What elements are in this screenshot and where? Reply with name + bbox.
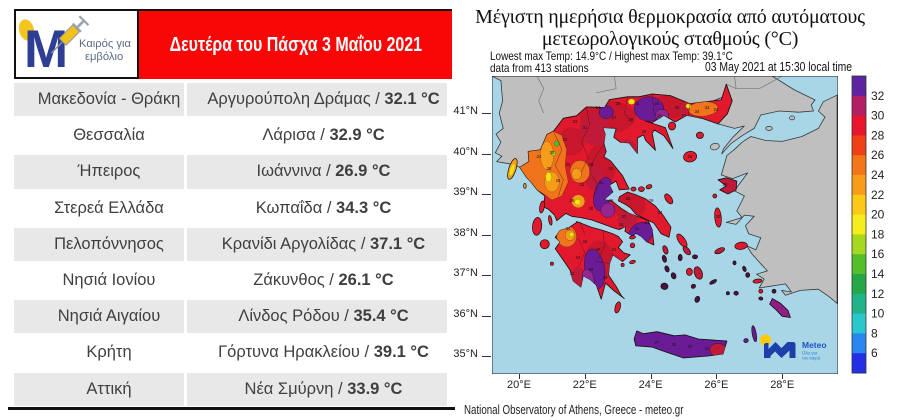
svg-text:26: 26 — [642, 129, 647, 134]
svg-text:28: 28 — [589, 206, 594, 211]
svg-text:33: 33 — [705, 105, 710, 110]
svg-text:34: 34 — [658, 210, 663, 215]
svg-text:6: 6 — [871, 346, 878, 360]
svg-text:εμβόλιο: εμβόλιο — [85, 51, 123, 63]
svg-text:34: 34 — [705, 346, 710, 351]
svg-text:Meteo: Meteo — [802, 340, 827, 350]
svg-text:τον καιρό: τον καιρό — [802, 356, 821, 361]
svg-text:16: 16 — [871, 247, 885, 261]
svg-text:18: 18 — [871, 227, 885, 241]
svg-text:33: 33 — [573, 119, 578, 124]
svg-text:33: 33 — [566, 162, 571, 167]
svg-text:32: 32 — [871, 89, 885, 103]
svg-text:24: 24 — [714, 107, 719, 112]
svg-text:27: 27 — [682, 113, 687, 118]
svg-text:24: 24 — [596, 105, 601, 110]
svg-text:12: 12 — [871, 287, 885, 301]
svg-text:M: M — [24, 20, 68, 77]
svg-text:26: 26 — [570, 198, 575, 203]
svg-text:30: 30 — [716, 214, 721, 219]
svg-text:33: 33 — [622, 214, 627, 219]
svg-text:29: 29 — [649, 198, 654, 203]
svg-text:26: 26 — [672, 342, 677, 347]
svg-text:Όλα για: Όλα για — [801, 351, 817, 356]
svg-text:28: 28 — [596, 247, 601, 252]
svg-text:31: 31 — [635, 226, 640, 231]
svg-text:24: 24 — [619, 222, 624, 227]
svg-text:24: 24 — [871, 168, 885, 182]
svg-text:30: 30 — [550, 150, 555, 155]
svg-text:31: 31 — [580, 182, 585, 187]
svg-text:20: 20 — [871, 208, 885, 222]
svg-text:24: 24 — [645, 220, 650, 225]
svg-text:30: 30 — [871, 109, 885, 123]
svg-text:28: 28 — [871, 128, 885, 142]
svg-text:34: 34 — [576, 255, 581, 260]
svg-text:33: 33 — [626, 196, 631, 201]
svg-text:24: 24 — [537, 154, 542, 159]
svg-text:29: 29 — [629, 117, 634, 122]
svg-text:28: 28 — [547, 166, 552, 171]
svg-text:31: 31 — [658, 113, 663, 118]
svg-text:28: 28 — [723, 182, 728, 187]
svg-text:34: 34 — [566, 226, 571, 231]
svg-text:33: 33 — [635, 101, 640, 106]
svg-text:27: 27 — [655, 340, 660, 345]
svg-text:8: 8 — [871, 326, 878, 340]
svg-text:26: 26 — [583, 239, 588, 244]
svg-text:34: 34 — [688, 344, 693, 349]
svg-text:31: 31 — [599, 180, 604, 185]
svg-text:24: 24 — [609, 166, 614, 171]
svg-text:26: 26 — [871, 148, 885, 162]
svg-text:31: 31 — [612, 247, 617, 252]
svg-text:26: 26 — [688, 154, 693, 159]
svg-text:31: 31 — [583, 125, 588, 130]
svg-text:27: 27 — [612, 115, 617, 120]
svg-text:22: 22 — [871, 188, 885, 202]
svg-text:30: 30 — [675, 105, 680, 110]
svg-text:34: 34 — [603, 275, 608, 280]
svg-text:34: 34 — [570, 271, 575, 276]
svg-text:24: 24 — [589, 267, 594, 272]
svg-text:14: 14 — [871, 267, 885, 281]
svg-text:26: 26 — [556, 178, 561, 183]
svg-text:26: 26 — [616, 101, 621, 106]
svg-text:34: 34 — [695, 109, 700, 114]
svg-text:Καιρός για: Καιρός για — [79, 38, 131, 50]
svg-text:10: 10 — [871, 307, 885, 321]
svg-text:26: 26 — [655, 101, 660, 106]
svg-text:28: 28 — [589, 162, 594, 167]
svg-text:26: 26 — [609, 198, 614, 203]
svg-text:27: 27 — [563, 137, 568, 142]
